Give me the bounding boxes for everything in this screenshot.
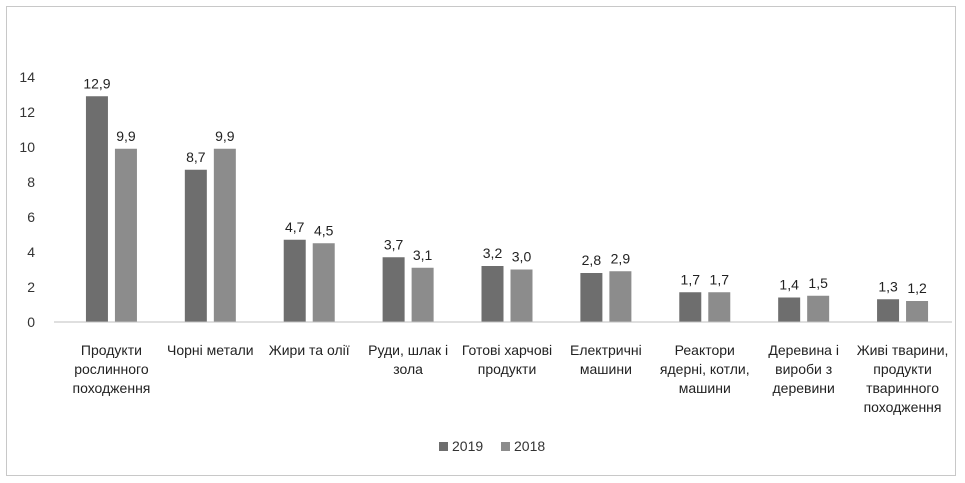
y-tick-label: 4 [27, 244, 35, 260]
category-label-line: Реактори [675, 342, 735, 358]
bar-2018 [807, 295, 830, 322]
y-tick-label: 12 [19, 104, 35, 120]
category-label-line: зола [393, 361, 423, 377]
category-label-line: Електричні [570, 342, 642, 358]
category-label-line: Жири та олії [269, 342, 350, 358]
bar-2019 [382, 257, 405, 322]
category-label-line: рослинного [74, 361, 149, 377]
data-label-2019: 8,7 [186, 149, 206, 165]
category-label-line: продукти [478, 361, 537, 377]
chart-frame: 0 2 4 6 8 10 12 14 12,9 9,9 8,7 9,9 4,7 4,5 3,7 3,1 3,2… [6, 6, 956, 476]
y-tick-label: 14 [19, 69, 35, 85]
data-label-2019: 12,9 [83, 75, 110, 91]
bar-2019 [877, 299, 900, 322]
bar-2018 [510, 269, 533, 322]
data-label-2018: 2,9 [611, 250, 631, 266]
data-label-2018: 1,2 [907, 280, 927, 296]
category-label: Чорні метали [167, 342, 254, 358]
bar-2018 [213, 148, 236, 322]
data-label-2019: 1,4 [779, 277, 799, 293]
category-label-line: продукти [873, 361, 932, 377]
bar-2018 [411, 267, 434, 322]
category-label: Продукти рослинного походження [72, 342, 150, 396]
bar-2019 [580, 273, 603, 322]
legend-label-2019: 2019 [452, 438, 483, 454]
data-label-2018: 9,9 [215, 128, 235, 144]
bar-2019 [85, 96, 108, 322]
category-label-line: Руди, шлак і [368, 342, 448, 358]
data-label-2018: 4,5 [314, 222, 334, 238]
y-tick-label: 10 [19, 139, 35, 155]
category-label-line: Продукти [81, 342, 142, 358]
bar-chart: 0 2 4 6 8 10 12 14 12,9 9,9 8,7 9,9 4,7 4,5 3,7 3,1 3,2… [19, 69, 952, 454]
category-label-line: походження [72, 380, 150, 396]
category-label: Реактори ядерні, котли, машини [660, 342, 750, 396]
data-label-2019: 2,8 [582, 252, 602, 268]
y-axis-ticks: 0 2 4 6 8 10 12 14 [19, 69, 35, 330]
category-label-line: ядерні, котли, [660, 361, 750, 377]
bar-2018 [609, 271, 632, 322]
bar-2018 [906, 301, 929, 322]
bar-2019 [679, 292, 702, 322]
data-label-2018: 1,7 [710, 271, 730, 287]
category-label-line: деревини [772, 380, 834, 396]
category-label: Деревина і вироби з деревини [768, 342, 839, 396]
data-label-2018: 3,1 [413, 247, 433, 263]
bar-2018 [114, 148, 137, 322]
category-label-line: машини [679, 380, 731, 396]
y-tick-label: 2 [27, 279, 35, 295]
category-label-line: Деревина і [768, 342, 839, 358]
y-tick-label: 8 [27, 174, 35, 190]
category-label-line: Чорні метали [167, 342, 254, 358]
legend-swatch-2019 [439, 442, 448, 451]
category-label-line: тваринного [866, 380, 939, 396]
data-label-2018: 3,0 [512, 249, 532, 265]
bar-2019 [778, 297, 801, 322]
category-label-line: Живі тварини, [857, 342, 949, 358]
bar-2018 [312, 243, 335, 322]
category-labels: Продукти рослинного походження Чорні метали… [72, 342, 948, 415]
legend: 2019 2018 [439, 438, 545, 454]
data-label-2019: 1,7 [681, 271, 701, 287]
bar-2018 [708, 292, 731, 322]
data-label-2018: 9,9 [116, 128, 136, 144]
y-tick-label: 0 [27, 314, 35, 330]
category-label: Руди, шлак і зола [368, 342, 448, 377]
data-label-2018: 1,5 [808, 275, 828, 291]
category-label-line: походження [864, 399, 942, 415]
category-label-line: машини [580, 361, 632, 377]
category-label-line: вироби з [775, 361, 832, 377]
data-label-2019: 4,7 [285, 219, 305, 235]
data-label-2019: 3,7 [384, 236, 404, 252]
legend-swatch-2018 [501, 442, 510, 451]
category-label: Готові харчові продукти [462, 342, 552, 377]
data-labels: 12,9 9,9 8,7 9,9 4,7 4,5 3,7 3,1 3,2 3,0 2,8 2,9 1,7… [83, 75, 927, 296]
category-label: Електричні машини [570, 342, 642, 377]
category-label: Живі тварини, продукти тваринного походженн… [857, 342, 949, 415]
y-tick-label: 6 [27, 209, 35, 225]
category-label: Жири та олії [269, 342, 350, 358]
bar-2019 [481, 266, 504, 322]
bars [85, 96, 929, 322]
data-label-2019: 1,3 [878, 278, 898, 294]
category-label-line: Готові харчові [462, 342, 552, 358]
bar-2019 [184, 169, 207, 322]
data-label-2019: 3,2 [483, 245, 503, 261]
bar-2019 [283, 239, 306, 322]
legend-label-2018: 2018 [514, 438, 545, 454]
